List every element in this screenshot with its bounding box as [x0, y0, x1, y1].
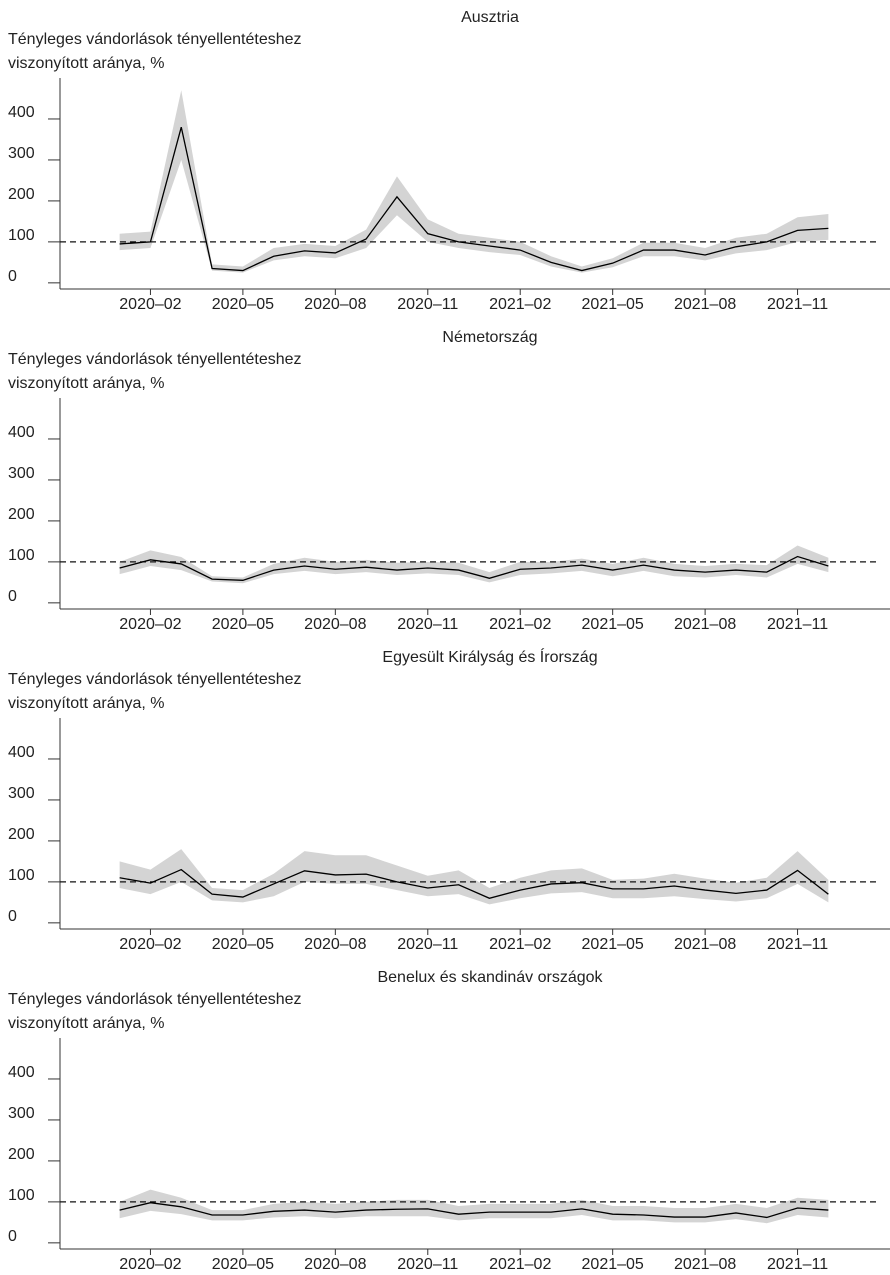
x-tick-label: 2020–02	[119, 296, 181, 313]
x-tick-label: 2020–05	[212, 296, 274, 313]
x-tick-label: 2020–11	[397, 296, 458, 313]
y-tick-label: 100	[8, 227, 35, 244]
x-tick-label: 2020–11	[397, 936, 458, 953]
y-axis-label: Tényleges vándorlások tényellentéteshez …	[8, 671, 302, 712]
line	[119, 555, 829, 581]
x-tick-label: 2020–08	[304, 936, 366, 953]
x-tick-label: 2021–11	[767, 616, 828, 633]
y-tick-label: 400	[8, 1064, 35, 1081]
x-tick-label: 2021–02	[489, 1256, 551, 1273]
confidence-band	[119, 849, 829, 905]
y-tick-label: 200	[8, 826, 35, 843]
x-tick-label: 2021–08	[674, 616, 736, 633]
y-tick-label: 300	[8, 1105, 35, 1122]
x-tick-label: 2021–05	[582, 936, 644, 953]
y-tick-label: 300	[8, 465, 35, 482]
confidence-band	[119, 545, 829, 584]
line	[119, 1202, 829, 1219]
x-tick-label: 2020–02	[119, 616, 181, 633]
x-tick-label: 2021–02	[489, 296, 551, 313]
y-tick-label: 0	[8, 268, 17, 285]
y-tick-label: 200	[8, 186, 35, 203]
x-tick-label: 2021–05	[582, 1256, 644, 1273]
confidence-band	[119, 90, 829, 273]
x-tick-label: 2020–05	[212, 1256, 274, 1273]
panel-title: Benelux és skandináv országok	[377, 969, 603, 986]
y-tick-label: 100	[8, 547, 35, 564]
x-tick-label: 2020–05	[212, 936, 274, 953]
x-tick-label: 2020–02	[119, 936, 181, 953]
panel-title: Németország	[442, 329, 537, 346]
x-tick-label: 2021–11	[767, 1256, 828, 1273]
x-tick-label: 2021–08	[674, 1256, 736, 1273]
y-tick-label: 0	[8, 588, 17, 605]
y-tick-label: 400	[8, 744, 35, 761]
x-tick-label: 2020–08	[304, 1256, 366, 1273]
y-tick-label: 200	[8, 1146, 35, 1163]
line	[119, 868, 829, 899]
x-tick-label: 2021–05	[582, 296, 644, 313]
y-tick-label: 100	[8, 1187, 35, 1204]
x-tick-label: 2020–08	[304, 616, 366, 633]
y-tick-label: 100	[8, 867, 35, 884]
x-tick-label: 2020–11	[397, 1256, 458, 1273]
x-tick-label: 2020–08	[304, 296, 366, 313]
x-tick-label: 2020–05	[212, 616, 274, 633]
y-tick-label: 200	[8, 506, 35, 523]
y-tick-label: 400	[8, 104, 35, 121]
x-tick-label: 2021–05	[582, 616, 644, 633]
line	[119, 126, 829, 272]
x-tick-label: 2020–02	[119, 1256, 181, 1273]
y-tick-label: 0	[8, 1228, 17, 1245]
x-tick-label: 2021–11	[767, 296, 828, 313]
y-tick-label: 300	[8, 145, 35, 162]
y-tick-label: 400	[8, 424, 35, 441]
panel-title: Egyesült Királyság és Írország	[382, 647, 597, 666]
confidence-band	[119, 1189, 829, 1224]
x-tick-label: 2021–11	[767, 936, 828, 953]
x-tick-label: 2021–08	[674, 296, 736, 313]
x-tick-label: 2021–02	[489, 936, 551, 953]
y-axis-label: Tényleges vándorlások tényellentéteshez …	[8, 351, 302, 392]
x-tick-label: 2021–08	[674, 936, 736, 953]
y-tick-label: 0	[8, 908, 17, 925]
x-tick-label: 2020–11	[397, 616, 458, 633]
panel-title: Ausztria	[461, 9, 519, 26]
x-tick-label: 2021–02	[489, 616, 551, 633]
y-axis-label: Tényleges vándorlások tényellentéteshez …	[8, 991, 302, 1032]
y-axis-label: Tényleges vándorlások tényellentéteshez …	[8, 31, 302, 72]
y-tick-label: 300	[8, 785, 35, 802]
